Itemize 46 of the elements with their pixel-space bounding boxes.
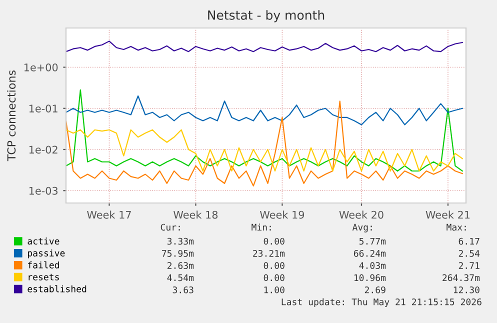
y-axis-title: TCP connections (7, 70, 16, 162)
text: 6.17 (458, 238, 480, 245)
text: Max: (446, 224, 466, 231)
x-tick-label: Week 20 (339, 210, 384, 219)
legend-label: established (28, 285, 86, 292)
x-tick-label: Week 21 (426, 210, 470, 219)
line-series (66, 129, 463, 172)
text: 2.71 (458, 262, 480, 269)
text: 75.95m (162, 250, 194, 257)
legend-label: passive (28, 250, 65, 258)
text: 0.00 (264, 262, 284, 269)
line-series (66, 89, 463, 172)
text: 0.00 (264, 274, 284, 282)
x-tick-label: Week 17 (87, 210, 131, 219)
text: 0.00 (264, 238, 284, 245)
x-tick-label: Week 18 (174, 210, 218, 219)
text: 66.24m (354, 250, 386, 257)
line-series (66, 95, 463, 126)
y-tick-label: 1e+00 (24, 63, 58, 72)
legend-label: active (28, 238, 60, 245)
line-series (66, 100, 463, 186)
legend-label: resets (28, 274, 59, 280)
legend-label: failed (28, 261, 59, 268)
text: Avg: (352, 224, 372, 232)
text: 264.37m (442, 274, 480, 282)
text: 23.21m (253, 250, 285, 257)
text: 4.54m (167, 274, 194, 282)
text: 12.30 (454, 286, 480, 294)
text: 2.54 (458, 250, 480, 257)
text: 10.96m (354, 274, 386, 282)
text: 3.33m (167, 238, 194, 245)
y-tick-label: 1e-01 (29, 104, 58, 112)
text: Cur: (160, 224, 180, 231)
text: 4.03m (359, 262, 386, 269)
text: 5.77m (359, 238, 386, 245)
text: Last update: Thu May 21 21:15:15 2026 (282, 298, 482, 308)
text: Min: (252, 224, 271, 231)
y-tick-label: 1e-03 (29, 186, 58, 195)
text: 2.63m (167, 262, 194, 269)
chart-title: Netstat - by month (208, 10, 324, 22)
text: 2.69 (364, 286, 386, 294)
line-series (66, 40, 463, 52)
y-tick-label: 1e-02 (29, 146, 58, 154)
x-tick-label: Week 19 (260, 210, 304, 219)
text: 3.63 (172, 286, 194, 294)
text: 1.00 (264, 286, 284, 294)
